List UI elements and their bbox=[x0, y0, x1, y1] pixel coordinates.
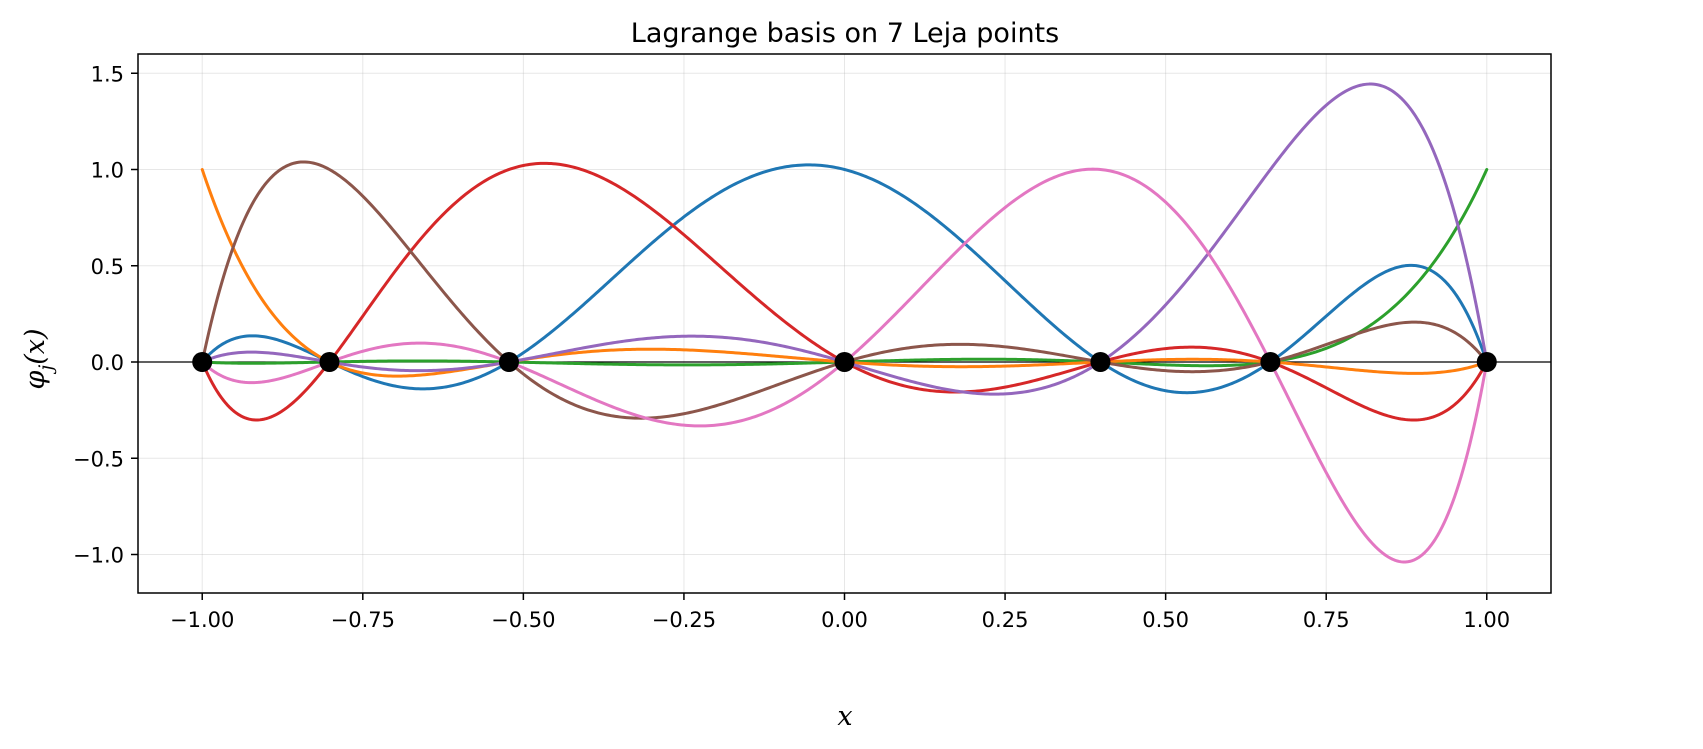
grid-layer bbox=[138, 54, 1551, 593]
node-point bbox=[319, 352, 340, 372]
y-tick-label: 0.5 bbox=[91, 255, 124, 279]
x-tick-label: 0.75 bbox=[1303, 608, 1350, 632]
y-tick-label: 1.0 bbox=[91, 159, 124, 183]
y-tick-label: 0.0 bbox=[91, 351, 124, 375]
node-point bbox=[498, 352, 519, 372]
x-tick-label: 0.00 bbox=[821, 608, 868, 632]
y-axis-label: φj(x) bbox=[20, 328, 57, 389]
node-point bbox=[1260, 352, 1281, 372]
y-axis-label-sub: j bbox=[35, 365, 57, 375]
node-point bbox=[1476, 352, 1497, 372]
y-axis-label-arg: (x) bbox=[20, 328, 51, 364]
node-point bbox=[1090, 352, 1111, 372]
x-tick-label: 1.00 bbox=[1463, 608, 1510, 632]
x-tick-label: 0.50 bbox=[1142, 608, 1189, 632]
x-tick-label: −0.50 bbox=[491, 608, 555, 632]
node-point bbox=[192, 352, 213, 372]
x-tick-label: −0.75 bbox=[331, 608, 395, 632]
y-tick-label: −0.5 bbox=[73, 447, 124, 471]
y-axis-label-base: φ bbox=[20, 371, 51, 390]
axes-layer: −1.00 −0.75 −0.50 −0.25 0.00 0.25 0.50 0.75 1.00… bbox=[73, 53, 1552, 632]
x-tick-label: −0.25 bbox=[652, 608, 716, 632]
y-tick-label: −1.0 bbox=[73, 544, 124, 568]
node-point bbox=[834, 352, 855, 372]
chart-title: Lagrange basis on 7 Leja points bbox=[631, 18, 1059, 49]
y-tick-label: 1.5 bbox=[91, 62, 124, 86]
x-tick-label: −1.00 bbox=[170, 608, 234, 632]
x-axis-label: x bbox=[837, 701, 852, 732]
node-points-layer bbox=[192, 352, 1497, 372]
x-tick-label: 0.25 bbox=[982, 608, 1029, 632]
